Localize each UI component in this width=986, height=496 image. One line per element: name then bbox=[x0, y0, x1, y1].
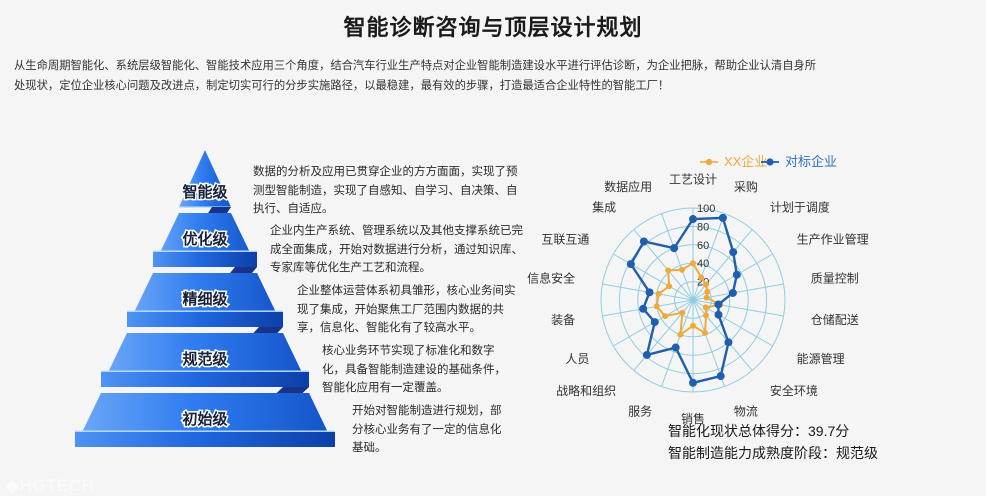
svg-text:计划于调度: 计划于调度 bbox=[770, 200, 830, 215]
svg-text:装备: 装备 bbox=[551, 313, 575, 327]
svg-text:服务: 服务 bbox=[628, 404, 652, 419]
svg-text:80: 80 bbox=[697, 221, 709, 233]
svg-text:对标企业: 对标企业 bbox=[785, 154, 837, 169]
svg-text:互联互通: 互联互通 bbox=[541, 232, 589, 246]
svg-text:安全环境: 安全环境 bbox=[770, 383, 818, 398]
svg-text:质量控制: 质量控制 bbox=[811, 271, 859, 285]
svg-text:集成: 集成 bbox=[592, 200, 616, 215]
svg-text:信息安全: 信息安全 bbox=[527, 270, 575, 285]
svg-text:物流: 物流 bbox=[734, 405, 758, 419]
svg-text:人员: 人员 bbox=[565, 352, 589, 366]
svg-text:采购: 采购 bbox=[734, 179, 758, 194]
svg-text:100: 100 bbox=[697, 203, 715, 215]
svg-text:生产作业管理: 生产作业管理 bbox=[797, 231, 869, 246]
svg-text:战略和组织: 战略和组织 bbox=[556, 383, 616, 398]
svg-text:40: 40 bbox=[697, 258, 709, 270]
svg-text:仓储配送: 仓储配送 bbox=[811, 312, 859, 327]
svg-text:60: 60 bbox=[697, 240, 709, 252]
svg-text:工艺设计: 工艺设计 bbox=[669, 173, 717, 187]
svg-text:XX企业: XX企业 bbox=[724, 154, 767, 169]
svg-text:能源管理: 能源管理 bbox=[797, 351, 845, 366]
svg-text:数据应用: 数据应用 bbox=[604, 179, 652, 194]
